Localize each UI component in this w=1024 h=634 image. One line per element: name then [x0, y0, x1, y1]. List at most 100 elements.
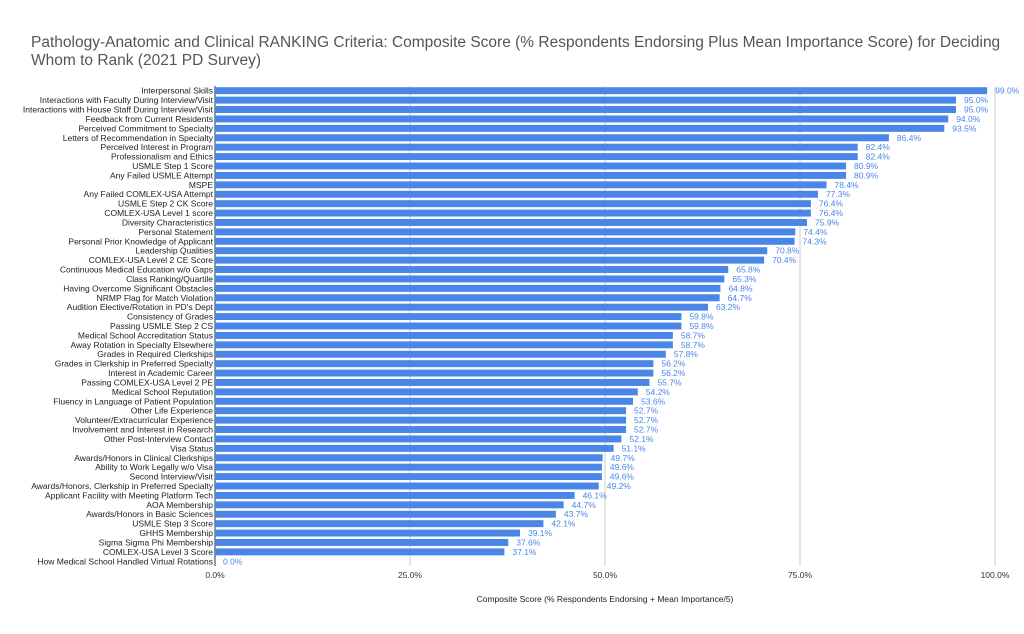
value-label: 74.4% [803, 227, 828, 237]
bar [215, 520, 544, 528]
value-label: 65.3% [732, 274, 757, 284]
bar [215, 444, 614, 452]
category-label: Awards/Honors in Clinical Clerkships [74, 453, 213, 463]
bar [215, 378, 650, 386]
category-label: Visa Status [170, 443, 213, 453]
bar [215, 360, 654, 368]
category-label: Medical School Accreditation Status [78, 330, 213, 340]
bar [215, 435, 622, 443]
category-label: USMLE Step 3 Score [132, 519, 213, 529]
category-label: Interactions with Faculty During Intervi… [40, 95, 214, 105]
value-label: 70.4% [772, 255, 797, 265]
value-label: 95.0% [964, 95, 989, 105]
value-label: 58.7% [681, 340, 706, 350]
value-label: 76.4% [819, 199, 844, 209]
category-label: Any Failed USMLE Attempt [110, 170, 214, 180]
chart-title: Pathology-Anatomic and Clinical RANKING … [31, 34, 1001, 69]
category-label: Grades in Clerkship in Preferred Special… [55, 359, 214, 369]
category-label: Feedback from Current Residents [85, 114, 213, 124]
bar [215, 501, 564, 509]
value-label: 82.4% [866, 152, 891, 162]
category-label: Other Life Experience [131, 406, 213, 416]
bar [215, 237, 795, 245]
bar [215, 134, 889, 142]
value-label: 53.6% [641, 396, 666, 406]
bar [215, 482, 599, 490]
value-label: 80.9% [854, 161, 879, 171]
bar [215, 369, 654, 377]
bar [215, 209, 811, 217]
bar [215, 416, 627, 424]
value-label: 80.9% [854, 170, 879, 180]
category-label: Fluency in Language of Patient Populatio… [53, 396, 213, 406]
bar [215, 510, 556, 518]
value-label: 52.7% [634, 415, 659, 425]
bar [215, 341, 673, 349]
category-label: Personal Statement [138, 227, 213, 237]
category-label: Passing USMLE Step 2 CS [110, 321, 213, 331]
category-label: Perceived Commitment to Specialty [78, 123, 213, 133]
bar [215, 106, 956, 114]
bar [215, 303, 708, 311]
category-label: USMLE Step 2 CK Score [118, 199, 213, 209]
category-label: Diversity Characteristics [122, 217, 213, 227]
value-label: 39.1% [528, 528, 553, 538]
bar [215, 275, 725, 283]
bar [215, 313, 682, 321]
category-label: Applicant Facility with Meeting Platform… [45, 490, 213, 500]
x-axis-ticks: 0.0% 25.0% 50.0% 75.0% 100.0% [205, 570, 1010, 580]
category-label: Passing COMLEX-USA Level 2 PE [81, 377, 213, 387]
category-label: Personal Prior Knowledge of Applicant [68, 236, 213, 246]
bar [215, 548, 505, 556]
value-label: 54.2% [646, 387, 671, 397]
value-label: 44.7% [572, 500, 597, 510]
bar [215, 87, 988, 95]
category-label: Any Failed COMLEX-USA Attempt [84, 189, 214, 199]
bar [215, 397, 634, 405]
category-label: Involvement and Interest in Research [72, 425, 213, 435]
value-label: 49.7% [611, 453, 636, 463]
bar [215, 256, 765, 264]
bar [215, 284, 721, 292]
bar [215, 153, 858, 161]
category-label: Interactions with House Staff During Int… [23, 105, 214, 115]
value-label: 42.1% [551, 519, 576, 529]
category-label: AOA Membership [146, 500, 213, 510]
value-labels: 99.0%95.0%95.0%94.0%93.5%86.4%82.4%82.4%… [223, 86, 1020, 567]
value-label: 75.9% [815, 217, 840, 227]
value-label: 52.7% [634, 406, 659, 416]
bar [215, 426, 627, 434]
bar [215, 454, 603, 462]
bar [215, 473, 602, 481]
bar [215, 266, 729, 274]
value-label: 95.0% [964, 105, 989, 115]
bar [215, 388, 638, 396]
value-label: 46.1% [583, 490, 608, 500]
category-label: COMLEX-USA Level 2 CE Score [89, 255, 214, 265]
value-label: 64.8% [728, 283, 753, 293]
category-label: Leadership Qualities [136, 246, 214, 256]
value-label: 57.8% [674, 349, 699, 359]
bar [215, 115, 949, 123]
value-label: 59.8% [689, 312, 714, 322]
bar [215, 331, 673, 339]
bar [215, 350, 666, 358]
category-label: NRMP Flag for Match Violation [97, 293, 214, 303]
category-label: GHHS Membership [139, 528, 213, 538]
value-label: 43.7% [564, 509, 589, 519]
value-label: 49.6% [610, 472, 635, 482]
category-label: Volunteer/Extracurricular Experience [75, 415, 213, 425]
value-label: 86.4% [897, 133, 922, 143]
bar [215, 124, 945, 132]
category-label: Sigma Sigma Phi Membership [99, 537, 214, 547]
value-label: 52.7% [634, 425, 659, 435]
value-label: 0.0% [223, 556, 243, 566]
bar [215, 171, 847, 179]
bar [215, 218, 808, 226]
category-label: COMLEX-USA Level 3 Score [103, 547, 213, 557]
category-label: Grades in Required Clerkships [97, 349, 213, 359]
value-label: 82.4% [866, 142, 891, 152]
bar [215, 143, 858, 151]
